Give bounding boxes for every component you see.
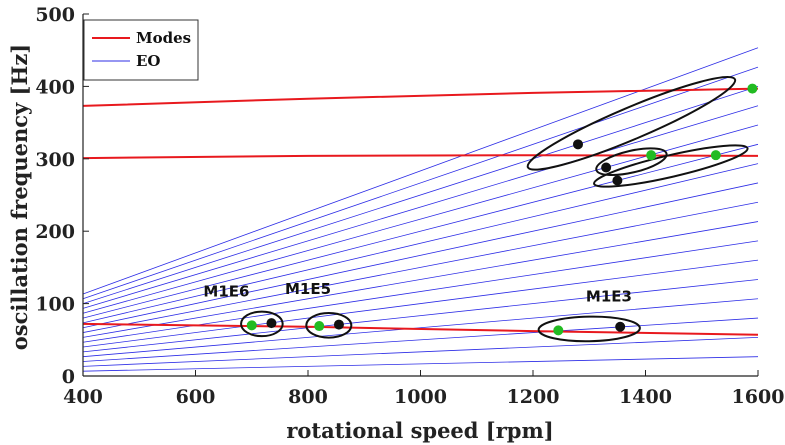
green-point-4 xyxy=(646,150,657,161)
black-point-6 xyxy=(612,175,623,186)
legend: Modes EO xyxy=(83,19,199,81)
black-point-3 xyxy=(615,321,626,332)
eo-line-5 xyxy=(82,279,759,353)
annotation-m1e3: M1E3 xyxy=(586,287,632,305)
y-tick-label-100: 100 xyxy=(35,294,75,316)
eo-line-7 xyxy=(82,240,759,343)
eo-line-2 xyxy=(82,336,759,367)
y-tick-label-300: 300 xyxy=(35,149,75,171)
ellipse-1 xyxy=(240,310,284,338)
eo-line-17 xyxy=(82,47,759,295)
black-point-1 xyxy=(266,318,277,329)
y-axis-title: oscillation frequency [Hz] xyxy=(7,44,32,350)
eo-line-4 xyxy=(82,298,759,358)
legend-modes-label: Modes xyxy=(136,29,191,47)
x-axis-title: rotational speed [rpm] xyxy=(286,418,553,443)
ellipse-2 xyxy=(305,312,353,339)
mode-line-1 xyxy=(82,322,759,336)
annotation-m1e5: M1E5 xyxy=(285,280,331,298)
resonance-points xyxy=(246,83,758,336)
green-point-3 xyxy=(553,325,564,336)
y-tick-label-0: 0 xyxy=(62,366,75,388)
black-point-2 xyxy=(333,319,344,330)
green-point-1 xyxy=(246,320,257,331)
black-point-5 xyxy=(601,162,612,173)
eo-line-11 xyxy=(82,163,759,324)
y-tick-labels: 0 100 200 300 400 500 xyxy=(35,4,75,388)
x-tick-label-1000: 1000 xyxy=(394,386,447,408)
x-tick-label-800: 800 xyxy=(288,386,328,408)
green-point-6 xyxy=(747,83,758,94)
legend-box xyxy=(83,19,199,81)
eo-line-6 xyxy=(82,259,759,348)
x-tick-label-1200: 1200 xyxy=(507,386,560,408)
eo-line-1 xyxy=(82,356,759,372)
eo-line-3 xyxy=(82,317,759,362)
legend-eo-label: EO xyxy=(136,52,161,70)
y-tick-label-200: 200 xyxy=(35,221,75,243)
x-tick-labels: 400 600 800 1000 1200 1400 1600 xyxy=(63,386,784,408)
green-point-2 xyxy=(314,321,325,332)
green-point-5 xyxy=(710,150,721,161)
mode-line-3 xyxy=(82,87,759,107)
ellipse-5 xyxy=(595,147,668,177)
ellipse-6 xyxy=(593,144,749,188)
eo-line-12 xyxy=(82,143,759,319)
eo-line-10 xyxy=(82,182,759,329)
mode-match-ellipses xyxy=(240,75,749,343)
ellipse-4 xyxy=(526,75,737,171)
eo-line-14 xyxy=(82,105,759,309)
eo-line-9 xyxy=(82,201,759,333)
eo-line-15 xyxy=(82,86,759,304)
mode-lines xyxy=(82,87,759,336)
mode-line-2 xyxy=(82,154,759,160)
eo-line-16 xyxy=(82,66,759,300)
x-tick-label-600: 600 xyxy=(176,386,216,408)
x-tick-label-1600: 1600 xyxy=(732,386,785,408)
annotation-m1e6: M1E6 xyxy=(203,282,249,300)
black-point-4 xyxy=(573,139,583,150)
x-tick-label-400: 400 xyxy=(63,386,103,408)
y-tick-label-500: 500 xyxy=(35,4,75,26)
eo-line-8 xyxy=(82,221,759,338)
axes xyxy=(82,13,759,377)
eo-line-13 xyxy=(82,124,759,314)
ellipse-3 xyxy=(537,315,641,343)
y-tick-label-400: 400 xyxy=(35,76,75,98)
x-tick-label-1400: 1400 xyxy=(619,386,672,408)
annotations: M1E6 M1E5 M1E3 xyxy=(203,280,632,305)
